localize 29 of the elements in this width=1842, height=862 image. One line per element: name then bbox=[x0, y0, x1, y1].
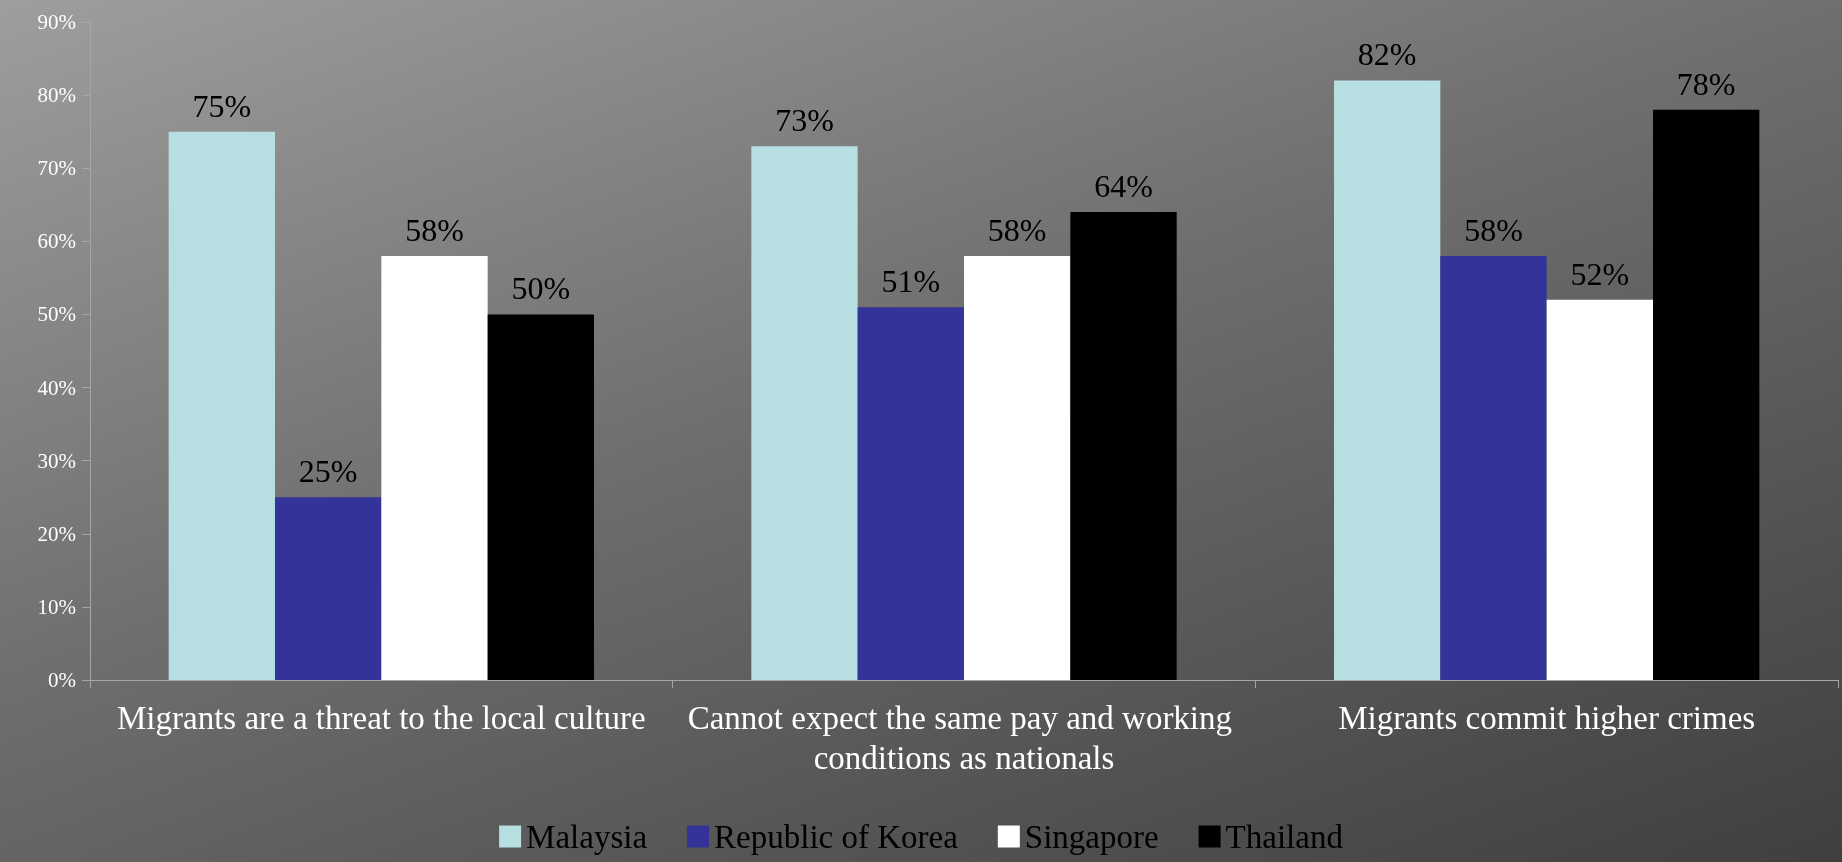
data-label: 58% bbox=[405, 211, 464, 248]
y-tick-label: 60% bbox=[37, 229, 76, 254]
y-tick-label: 0% bbox=[48, 668, 76, 692]
y-tick-label: 40% bbox=[37, 375, 76, 400]
data-label: 51% bbox=[881, 263, 941, 300]
legend-label: Malaysia bbox=[526, 818, 648, 855]
data-label: 82% bbox=[1357, 36, 1417, 73]
data-label: 25% bbox=[298, 453, 358, 490]
y-tick-label: 30% bbox=[37, 448, 76, 473]
data-label: 50% bbox=[511, 270, 571, 307]
data-label: 52% bbox=[1570, 255, 1630, 292]
data-label: 64% bbox=[1094, 168, 1153, 205]
x-tick-label: Migrants commit higher crimes bbox=[1338, 700, 1756, 736]
y-tick-label: 90% bbox=[37, 10, 76, 34]
legend-label: Republic of Korea bbox=[714, 818, 959, 855]
legend-label: Thailand bbox=[1225, 818, 1344, 855]
x-tick-label: Migrants are a threat to the local culture bbox=[116, 700, 646, 736]
data-label: 58% bbox=[987, 211, 1047, 248]
y-tick-label: 50% bbox=[37, 302, 76, 327]
data-label: 75% bbox=[192, 87, 252, 124]
y-tick-label: 80% bbox=[37, 83, 76, 108]
y-tick-label: 10% bbox=[37, 594, 76, 619]
y-tick-label: 70% bbox=[37, 156, 76, 181]
y-tick-label: 20% bbox=[37, 521, 76, 546]
data-label: 58% bbox=[1464, 211, 1523, 248]
legend-label: Singapore bbox=[1024, 818, 1159, 855]
x-tick-label: Cannot expect the same pay and working conditions as nationals bbox=[687, 700, 1241, 776]
data-label: 78% bbox=[1676, 65, 1736, 102]
data-label: 73% bbox=[775, 102, 834, 139]
